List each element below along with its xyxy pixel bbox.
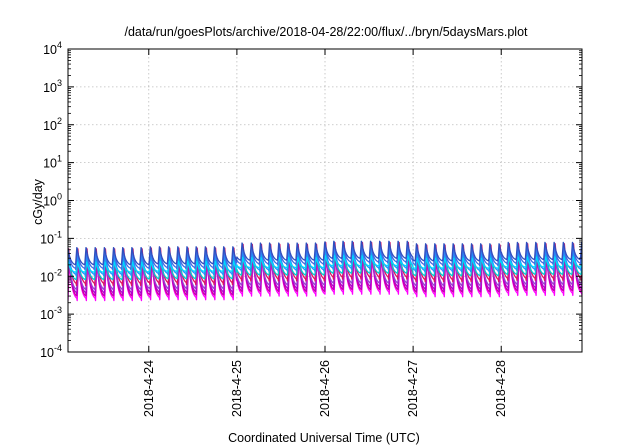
y-tick-label: 10-2	[40, 267, 62, 284]
y-tick-label: 104	[43, 40, 62, 57]
x-tick-label: 2018-4-25	[230, 360, 244, 417]
y-tick-label: 102	[43, 116, 62, 133]
series-line-8	[68, 255, 582, 273]
y-tick-label: 100	[43, 192, 62, 209]
y-tick-label: 10-3	[40, 305, 62, 322]
x-axis-label: Coordinated Universal Time (UTC)	[228, 431, 420, 445]
x-tick-label: 2018-4-24	[142, 360, 156, 417]
series-line-10	[68, 240, 582, 266]
y-tick-label: 103	[43, 78, 62, 95]
y-tick-label: 10-4	[40, 343, 62, 360]
y-tick-label: 101	[43, 154, 62, 171]
x-tick-label: 2018-4-28	[494, 360, 508, 417]
grid	[68, 49, 582, 352]
x-tick-label: 2018-4-27	[406, 360, 420, 417]
y-axis-label: cGy/day	[31, 178, 45, 225]
plot-frame	[67, 48, 583, 353]
y-tick-label: 10-1	[40, 229, 62, 246]
chart-title: /data/run/goesPlots/archive/2018-04-28/2…	[124, 25, 528, 39]
axes: 104 103 102 101 100 10-1 10-2 10-3 10-4 2018-4-24…	[40, 40, 583, 417]
series-group	[68, 240, 582, 302]
x-tick-label: 2018-4-26	[318, 360, 332, 417]
